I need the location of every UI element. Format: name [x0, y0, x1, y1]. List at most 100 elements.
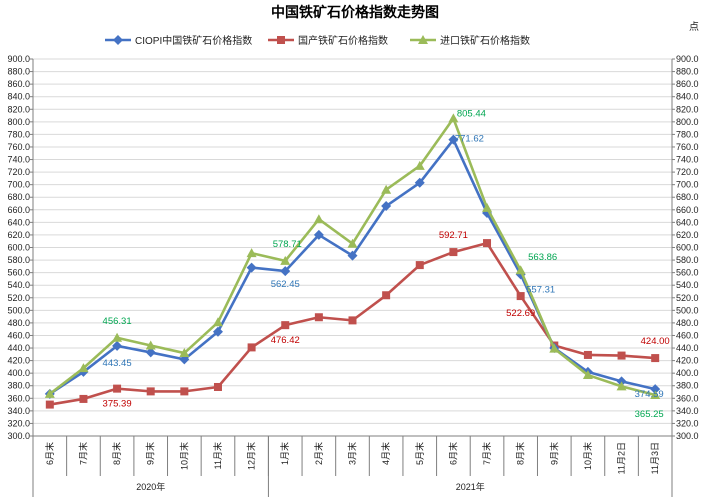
y-tick-label: 460.0 — [7, 330, 30, 340]
y-tick-label: 500.0 — [7, 305, 30, 315]
y-tick-label: 860.0 — [7, 79, 30, 89]
data-point — [145, 340, 156, 350]
y-tick-label: 300.0 — [7, 431, 30, 441]
y-tick-label: 800.0 — [676, 117, 699, 127]
data-point — [616, 376, 627, 387]
y-tick-label: 420.0 — [7, 356, 30, 366]
y-tick-label: 380.0 — [676, 381, 699, 391]
y-tick-label: 660.0 — [7, 205, 30, 215]
y-axis-left-ticks: 300.0 320.0 340.0 360.0 380.0 400.0 420.0 440.0… — [7, 54, 30, 441]
x-tick-label: 9月末 — [548, 442, 559, 465]
data-point — [650, 384, 661, 395]
y-tick-label: 540.0 — [676, 280, 699, 290]
y-tick-label: 640.0 — [7, 217, 30, 227]
data-label: 563.86 — [528, 252, 557, 263]
y-tick-label: 680.0 — [676, 192, 699, 202]
data-label: 562.45 — [271, 279, 300, 290]
data-label: 522.69 — [506, 308, 535, 319]
data-point — [44, 388, 55, 398]
y-tick-label: 880.0 — [7, 67, 30, 77]
y-tick-label: 800.0 — [7, 117, 30, 127]
y-tick-label: 440.0 — [7, 343, 30, 353]
x-axis-ticks: 6月末 7月末 8月末 9月末 10月末 11月末 12月末 1月末 2月末 3月末 4月末 5月末 6… — [44, 442, 660, 492]
y-tick-label: 560.0 — [7, 268, 30, 278]
year-label: 2020年 — [136, 481, 165, 492]
data-label: 365.25 — [635, 409, 664, 420]
data-point — [313, 229, 324, 240]
y-tick-label: 680.0 — [7, 192, 30, 202]
y-tick-label: 320.0 — [676, 418, 699, 428]
series-lines — [44, 113, 661, 409]
data-point — [112, 340, 123, 351]
data-point — [246, 262, 257, 273]
y-tick-label: 320.0 — [7, 418, 30, 428]
data-point — [617, 351, 626, 360]
y-tick-label: 620.0 — [7, 230, 30, 240]
y-tick-label: 840.0 — [7, 92, 30, 102]
data-point — [247, 343, 256, 352]
data-point — [482, 202, 493, 212]
unit-label: 点 — [689, 21, 699, 33]
y-tick-label: 400.0 — [676, 368, 699, 378]
data-point — [180, 387, 189, 396]
y-tick-label: 780.0 — [676, 129, 699, 139]
x-tick-label: 6月末 — [44, 442, 55, 465]
year-label: 2021年 — [456, 481, 485, 492]
data-point — [381, 201, 392, 212]
x-tick-label: 4月末 — [380, 442, 391, 465]
y-tick-label: 620.0 — [676, 230, 699, 240]
axes — [30, 58, 675, 497]
y-tick-label: 820.0 — [7, 104, 30, 114]
x-tick-label: 10月末 — [582, 442, 593, 470]
data-label: 456.31 — [103, 316, 132, 327]
x-tick-label: 8月末 — [111, 442, 122, 465]
y-tick-label: 380.0 — [7, 381, 30, 391]
y-tick-label: 740.0 — [7, 155, 30, 165]
data-label: 771.62 — [455, 134, 484, 145]
data-point — [212, 326, 223, 337]
data-point — [382, 291, 391, 300]
x-tick-label: 11月末 — [212, 442, 223, 469]
data-point — [583, 350, 592, 359]
data-label: 592.71 — [439, 230, 468, 241]
y-tick-label: 880.0 — [676, 67, 699, 77]
y-tick-label: 600.0 — [676, 243, 699, 253]
data-point — [381, 184, 392, 194]
x-tick-label: 5月末 — [414, 442, 425, 465]
legend-label: 进口铁矿石价格指数 — [440, 34, 530, 47]
legend-item-1: 国产铁矿石价格指数 — [268, 34, 388, 47]
data-label: 476.42 — [271, 335, 300, 346]
legend-item-0: CIOPI中国铁矿石价格指数 — [105, 34, 252, 47]
data-point — [280, 266, 291, 277]
y-tick-label: 760.0 — [7, 142, 30, 152]
data-label: 375.39 — [103, 399, 132, 410]
y-tick-label: 580.0 — [7, 255, 30, 265]
y-tick-label: 740.0 — [676, 155, 699, 165]
y-tick-label: 560.0 — [676, 268, 699, 278]
data-point — [449, 248, 458, 257]
data-point — [179, 348, 190, 358]
data-point — [415, 261, 424, 270]
data-point — [348, 316, 357, 325]
data-point — [414, 160, 425, 170]
y-tick-label: 700.0 — [676, 180, 699, 190]
y-tick-label: 700.0 — [7, 180, 30, 190]
x-tick-label: 10月末 — [178, 442, 189, 470]
x-tick-label: 9月末 — [145, 442, 156, 465]
y-tick-label: 400.0 — [7, 368, 30, 378]
data-label: 424.00 — [641, 336, 670, 347]
y-tick-label: 860.0 — [676, 79, 699, 89]
data-point — [113, 35, 123, 45]
data-point — [483, 239, 492, 248]
data-point — [280, 255, 291, 265]
y-tick-label: 820.0 — [676, 104, 699, 114]
y-tick-label: 600.0 — [7, 243, 30, 253]
data-point — [277, 36, 285, 44]
y-tick-label: 640.0 — [676, 217, 699, 227]
data-point — [650, 390, 661, 400]
data-point — [78, 363, 89, 373]
data-point — [112, 332, 123, 342]
y-tick-label: 520.0 — [7, 293, 30, 303]
y-tick-label: 300.0 — [676, 431, 699, 441]
y-tick-label: 480.0 — [7, 318, 30, 328]
